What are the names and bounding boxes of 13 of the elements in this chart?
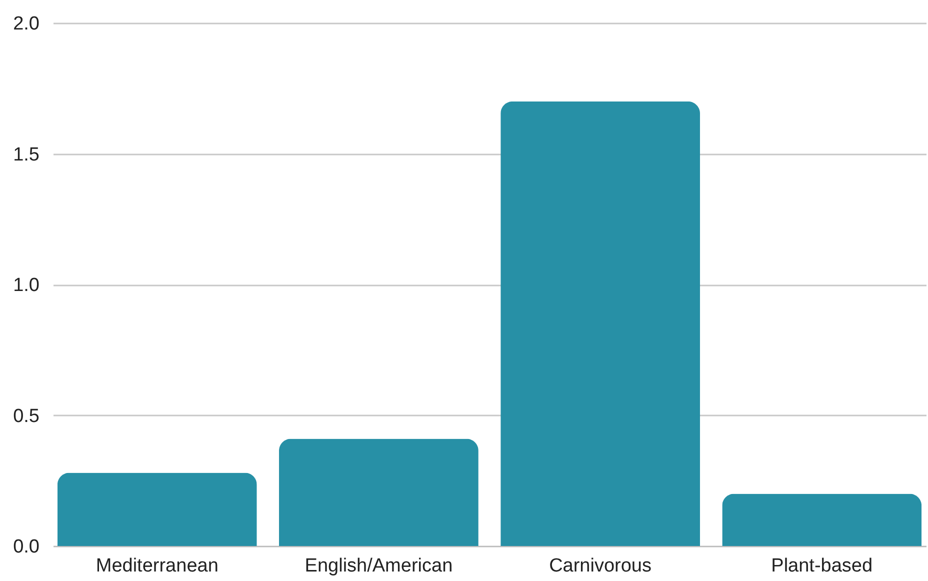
- y-tick-label: 1.0: [13, 275, 40, 296]
- x-tick-label: Mediterranean: [96, 556, 218, 576]
- y-tick-label: 1.5: [13, 144, 40, 166]
- x-tick-label: English/American: [304, 556, 453, 576]
- y-tick-label: 0.5: [13, 406, 40, 427]
- y-tick-label: 0.0: [13, 536, 40, 558]
- bar: [722, 494, 922, 546]
- y-tick-label: 2.0: [13, 14, 40, 34]
- x-tick-label: Carnivorous: [549, 556, 652, 576]
- bar: [57, 472, 257, 546]
- bar: [279, 438, 478, 546]
- bar: [500, 101, 700, 546]
- x-tick-label: Plant-based: [771, 556, 873, 576]
